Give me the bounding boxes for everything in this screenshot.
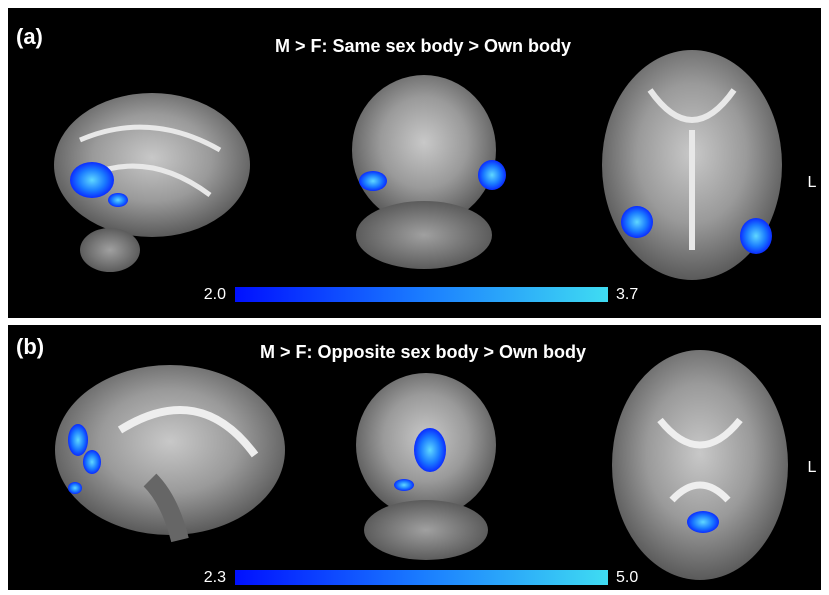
coronal-slice xyxy=(356,373,496,560)
panel-title: M > F: Same sex body > Own body xyxy=(275,36,571,56)
panel-title: M > F: Opposite sex body > Own body xyxy=(260,342,586,362)
colorbar-max: 5.0 xyxy=(616,569,638,586)
orientation-label: L xyxy=(808,174,817,191)
axial-slice xyxy=(612,350,788,580)
colorbar-min: 2.3 xyxy=(204,569,226,586)
colorbar xyxy=(235,570,608,585)
panel-b: (b) M > F: Opposite sex body > Own body … xyxy=(8,325,821,590)
colorbar xyxy=(235,287,608,302)
axial-slice xyxy=(602,50,782,280)
colorbar-min: 2.0 xyxy=(204,286,226,303)
figure: (a) M > F: Same sex body > Own body L 2.… xyxy=(0,0,829,595)
panel-label: (b) xyxy=(16,334,44,359)
orientation-label: L xyxy=(808,459,817,476)
panel-a: (a) M > F: Same sex body > Own body L 2.… xyxy=(8,8,821,318)
colorbar-max: 3.7 xyxy=(616,286,638,303)
panel-label: (a) xyxy=(16,24,43,49)
